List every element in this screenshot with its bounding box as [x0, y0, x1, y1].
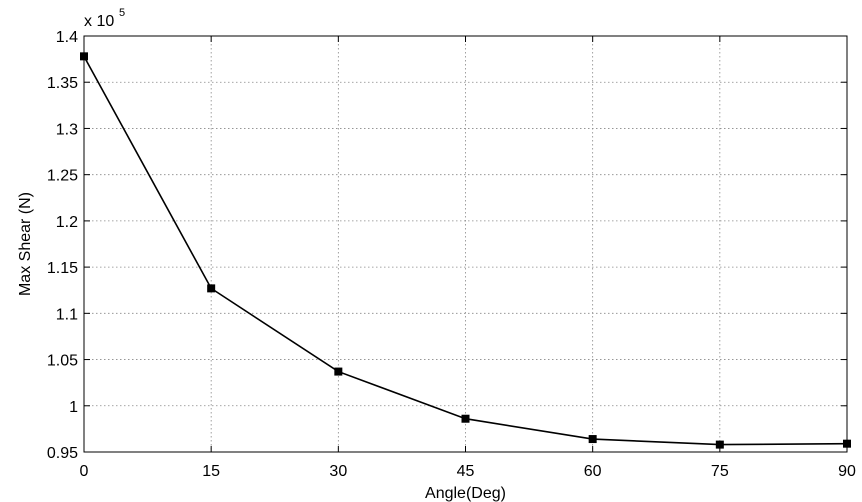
y-tick-label: 1.35	[47, 75, 78, 92]
y-tick-label: 1.05	[47, 353, 78, 370]
grid-lines	[84, 36, 847, 452]
y-multiplier-exponent: 5	[119, 7, 125, 19]
x-tick-label: 90	[838, 463, 856, 480]
x-tick-label: 0	[80, 463, 89, 480]
y-tick-labels: 0.95 1 1.05 1.1 1.15 1.2 1.25 1.3 1.35 1.4	[47, 29, 78, 462]
x-tick-label: 15	[202, 463, 220, 480]
x-tick-label: 75	[711, 463, 729, 480]
y-tick-label: 1.1	[56, 306, 78, 323]
y-tick-label: 0.95	[47, 445, 78, 462]
data-point	[715, 440, 724, 449]
y-tick-label: 1.15	[47, 260, 78, 277]
data-point	[461, 414, 470, 423]
x-axis-label: Angle(Deg)	[425, 485, 506, 502]
y-tick-label: 1.2	[56, 214, 78, 231]
data-point	[843, 439, 851, 448]
data-point	[588, 435, 597, 444]
axis-ticks	[83, 35, 848, 453]
series-line	[83, 55, 848, 446]
y-tick-label: 1.25	[47, 168, 78, 185]
data-point	[207, 284, 216, 293]
y-axis-label: Max Shear (N)	[17, 192, 34, 296]
y-tick-label: 1	[69, 399, 78, 416]
data-point	[80, 52, 88, 61]
y-multiplier-base: x 10	[84, 13, 114, 30]
x-tick-label: 60	[584, 463, 602, 480]
x-tick-labels: 0 15 30 45 60 75 90	[80, 463, 856, 480]
y-tick-label: 1.4	[56, 29, 78, 46]
y-tick-label: 1.3	[56, 121, 78, 138]
x-tick-label: 30	[329, 463, 347, 480]
data-point	[334, 367, 343, 376]
series-layer	[80, 52, 851, 449]
x-tick-label: 45	[457, 463, 475, 480]
